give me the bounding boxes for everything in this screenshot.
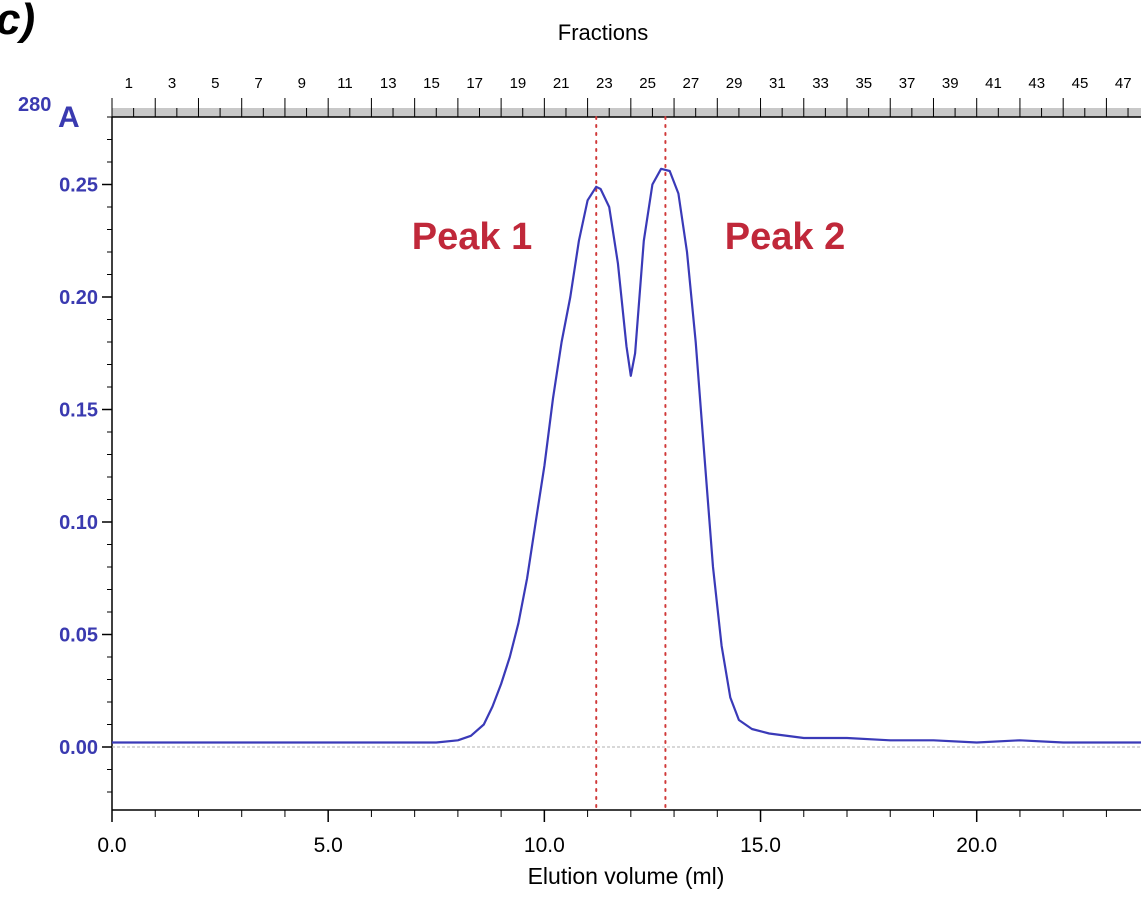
fraction-tick-label: 37 [899,75,916,92]
y-axis-label-subscript: 280 [18,94,51,116]
fraction-tick-label: 3 [168,75,176,92]
peak-2-label: Peak 2 [725,216,845,258]
fraction-tick-label: 23 [596,75,613,92]
fraction-tick-label: 29 [726,75,743,92]
x-axis: 0.0 5.0 10.0 15.0 20.0 [97,809,1141,857]
fraction-tick-label: 35 [855,75,872,92]
fraction-tick-label: 5 [211,75,219,92]
x-tick-label: 5.0 [314,834,343,857]
fraction-tick-label: 21 [553,75,570,92]
absorbance-trace [112,167,1141,744]
x-tick-label: 15.0 [740,834,781,857]
fractions-axis-title: Fractions [558,20,648,45]
x-tick-label: 0.0 [97,834,126,857]
y-tick-label: 0.20 [59,287,98,309]
peak-reference-lines [595,116,667,811]
fraction-tick-label: 31 [769,75,786,92]
fraction-tick-label: 41 [985,75,1002,92]
fraction-tick-label: 45 [1072,75,1089,92]
fraction-tick-label: 11 [337,75,353,92]
y-tick-label: 0.10 [59,512,98,534]
x-axis-label: Elution volume (ml) [528,863,725,889]
x-tick-label: 20.0 [956,834,997,857]
y-axis-label-main: A [58,101,80,134]
fraction-tick-label: 7 [254,75,262,92]
fraction-tick-label: 25 [639,75,656,92]
fraction-tick-label: 19 [510,75,527,92]
fraction-tick-label: 1 [125,75,133,92]
y-tick-label: 0.25 [59,175,98,197]
fraction-tick-label: 17 [466,75,483,92]
y-tick-label: 0.15 [59,400,98,422]
fraction-tick-label: 27 [683,75,700,92]
fraction-band [112,108,1141,117]
x-tick-label: 10.0 [524,834,565,857]
fraction-tick-label: 9 [298,75,306,92]
fraction-tick-label: 47 [1115,75,1132,92]
y-axis-label: 280 A [18,94,80,134]
y-tick-label: 0.05 [59,625,98,647]
fraction-tick-label: 43 [1028,75,1045,92]
y-axis: 0.00 0.05 0.10 0.15 0.20 0.25 [59,116,113,810]
peak-1-label: Peak 1 [412,216,532,258]
fraction-axis: 1 3 5 7 9 11 13 15 17 19 21 23 25 27 29 31 33 35 37 39 41 43 4… [111,75,1141,118]
fraction-tick-label: 39 [942,75,959,92]
fraction-tick-label: 33 [812,75,829,92]
y-tick-label: 0.00 [59,737,98,759]
panel-label: c) [0,0,35,44]
fraction-tick-label: 13 [380,75,397,92]
fraction-tick-label: 15 [423,75,440,92]
